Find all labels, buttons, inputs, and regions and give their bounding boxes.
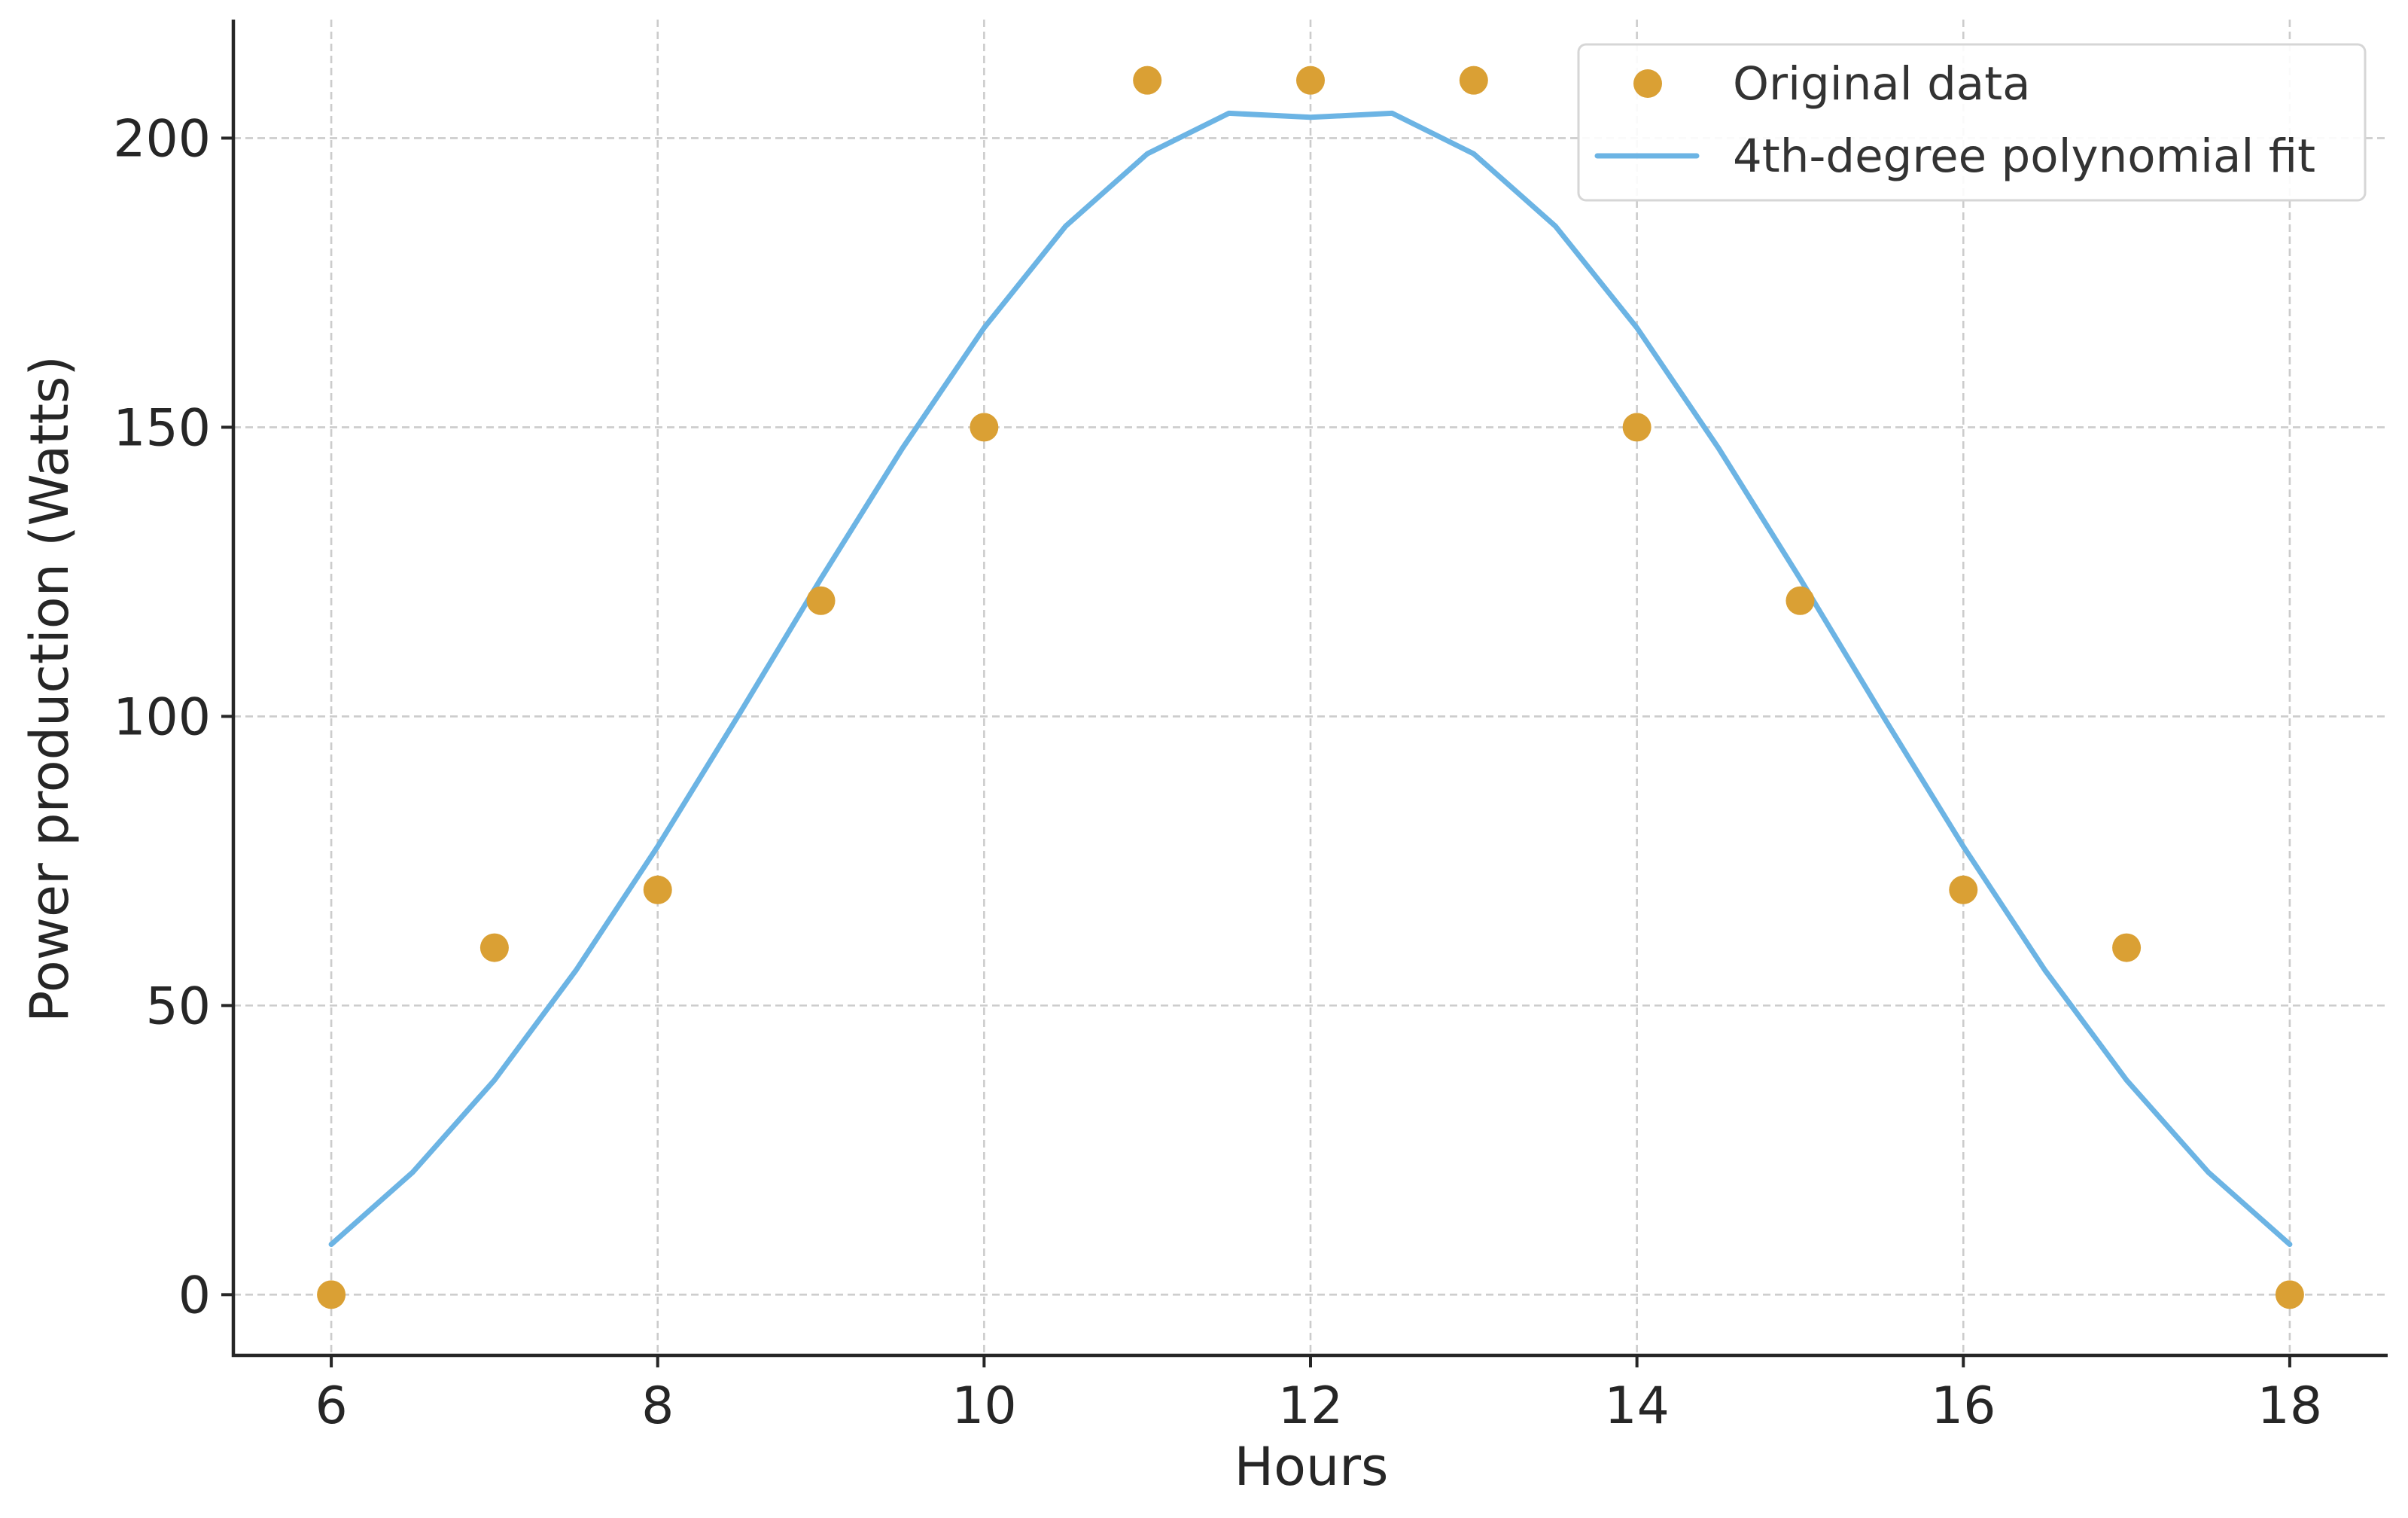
x-tick-label-6: 6 bbox=[315, 1376, 347, 1436]
x-tick-label-16: 16 bbox=[1931, 1376, 1996, 1436]
x-tick-label-18: 18 bbox=[2257, 1376, 2323, 1436]
x-tick-label-10: 10 bbox=[951, 1376, 1017, 1436]
data-point-13 bbox=[1459, 66, 1488, 95]
data-point-12 bbox=[1296, 66, 1325, 95]
y-tick-label-0: 0 bbox=[178, 1266, 211, 1325]
legend-frame bbox=[1577, 43, 2367, 202]
y-tick-label-150: 150 bbox=[113, 398, 211, 458]
data-point-18 bbox=[2275, 1280, 2304, 1309]
x-tick-label-8: 8 bbox=[641, 1376, 674, 1436]
data-point-15 bbox=[1785, 586, 1815, 615]
series-line-polynomial-fit bbox=[328, 110, 2293, 1248]
y-axis-label: Power production (Watts) bbox=[19, 355, 81, 1023]
legend-label-original-data: Original data bbox=[1733, 57, 2031, 111]
points-layer bbox=[317, 66, 2304, 1309]
data-point-14 bbox=[1622, 413, 1652, 442]
y-tick-label-100: 100 bbox=[113, 687, 211, 747]
legend-label-polynomial-fit: 4th-degree polynomial fit bbox=[1733, 130, 2315, 183]
ticks-layer: 6 8 10 12 14 16 18 0 50 100 150 200 bbox=[113, 109, 2322, 1436]
fit-layer bbox=[328, 110, 2293, 1248]
data-point-6 bbox=[317, 1280, 346, 1309]
y-tick-label-200: 200 bbox=[113, 109, 211, 169]
y-tick-label-50: 50 bbox=[145, 977, 211, 1036]
data-point-10 bbox=[970, 413, 999, 442]
grid-layer bbox=[233, 20, 2388, 1355]
axis-spines bbox=[231, 20, 2388, 1358]
data-point-17 bbox=[2112, 933, 2142, 962]
data-point-16 bbox=[1949, 875, 1978, 904]
legend: Original data 4th-degree polynomial fit bbox=[1577, 43, 2367, 202]
data-point-9 bbox=[806, 586, 836, 615]
spines-layer bbox=[231, 20, 2388, 1358]
x-axis-label: Hours bbox=[1234, 1436, 1388, 1498]
x-tick-label-12: 12 bbox=[1278, 1376, 1344, 1436]
data-point-11 bbox=[1133, 66, 1162, 95]
data-point-8 bbox=[643, 875, 672, 904]
data-point-7 bbox=[479, 933, 509, 962]
x-tick-label-14: 14 bbox=[1604, 1376, 1670, 1436]
legend-marker-original-data bbox=[1633, 69, 1662, 98]
